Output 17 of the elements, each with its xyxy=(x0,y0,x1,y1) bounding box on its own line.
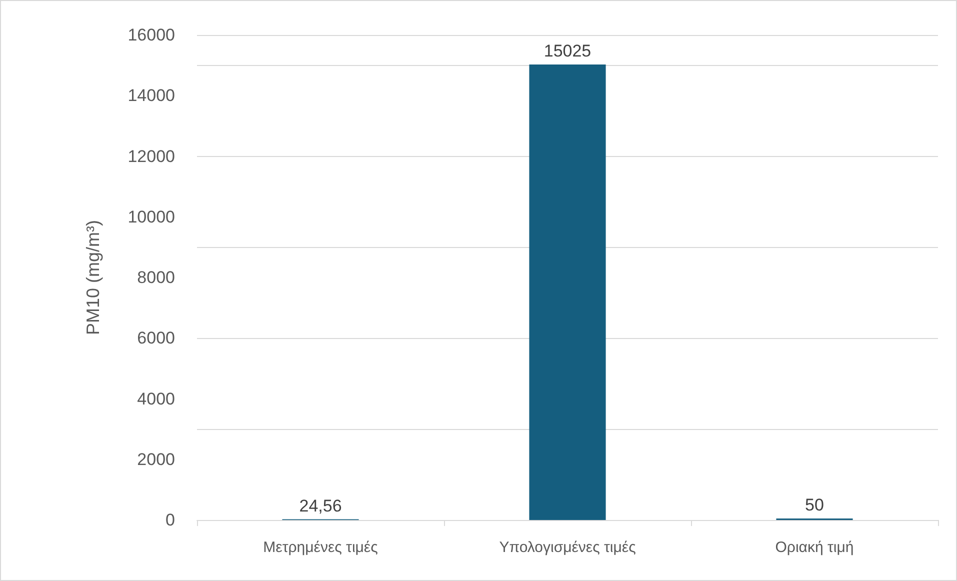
x-tick-label: Οριακή τιμή xyxy=(775,539,854,556)
y-tick-label: 14000 xyxy=(128,86,175,106)
y-tick-label: 0 xyxy=(166,510,175,530)
y-tick-label: 12000 xyxy=(128,146,175,166)
y-axis-title: PM10 (mg/m³) xyxy=(83,220,103,336)
x-tick-label: Μετρημένες τιμές xyxy=(263,539,378,556)
y-tick-label: 10000 xyxy=(128,207,175,226)
x-tick-label: Υπολογισμένες τιμές xyxy=(499,539,636,556)
data-label: 50 xyxy=(805,495,824,514)
data-label: 15025 xyxy=(544,42,592,61)
y-tick-label: 6000 xyxy=(137,328,175,348)
y-tick-label: 4000 xyxy=(137,389,175,408)
data-label: 24,56 xyxy=(299,496,342,516)
bar xyxy=(529,64,606,520)
y-tick-label: 2000 xyxy=(137,450,175,469)
y-tick-label: 8000 xyxy=(137,268,175,287)
y-tick-label: 16000 xyxy=(128,26,175,44)
